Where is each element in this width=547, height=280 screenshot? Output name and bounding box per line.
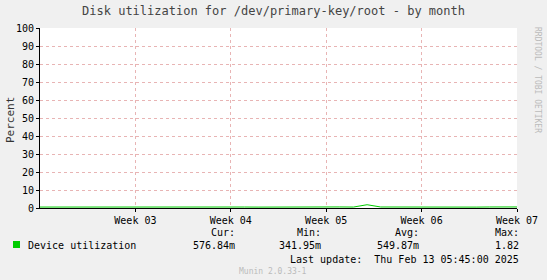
svg-text:60: 60 xyxy=(22,95,34,106)
svg-text:Week 06: Week 06 xyxy=(401,215,443,226)
svg-text:0: 0 xyxy=(28,203,34,214)
svg-text:90: 90 xyxy=(22,41,34,52)
svg-text:Max:: Max: xyxy=(495,227,519,238)
svg-text:Week 03: Week 03 xyxy=(114,215,156,226)
svg-text:20: 20 xyxy=(22,167,34,178)
svg-text:50: 50 xyxy=(22,113,34,124)
svg-text:30: 30 xyxy=(22,149,34,160)
svg-text:341.95m: 341.95m xyxy=(279,240,321,251)
svg-text:576.84m: 576.84m xyxy=(193,240,235,251)
svg-text:Cur:: Cur: xyxy=(211,227,235,238)
svg-text:40: 40 xyxy=(22,131,34,142)
svg-text:Percent: Percent xyxy=(4,97,17,143)
svg-text:RRDTOOL / TOBI OETIKER: RRDTOOL / TOBI OETIKER xyxy=(533,27,542,133)
svg-text:Disk utilization for /dev/prim: Disk utilization for /dev/primary-key/ro… xyxy=(82,4,465,18)
svg-text:100: 100 xyxy=(16,23,34,34)
svg-text:Device utilization: Device utilization xyxy=(28,240,136,251)
svg-text:549.87m: 549.87m xyxy=(377,240,419,251)
svg-text:10: 10 xyxy=(22,185,34,196)
svg-text:1.82: 1.82 xyxy=(495,240,519,251)
svg-text:Avg:: Avg: xyxy=(395,227,419,238)
svg-text:Min:: Min: xyxy=(297,227,321,238)
svg-text:Week 07: Week 07 xyxy=(496,215,538,226)
svg-text:Week 05: Week 05 xyxy=(305,215,347,226)
svg-text:Week 04: Week 04 xyxy=(210,215,252,226)
svg-text:80: 80 xyxy=(22,59,34,70)
svg-text:Last update: Thu Feb 13 05:45: Last update: Thu Feb 13 05:45:00 2025 xyxy=(290,254,519,265)
svg-text:Munin 2.0.33-1: Munin 2.0.33-1 xyxy=(239,267,307,276)
svg-text:70: 70 xyxy=(22,77,34,88)
